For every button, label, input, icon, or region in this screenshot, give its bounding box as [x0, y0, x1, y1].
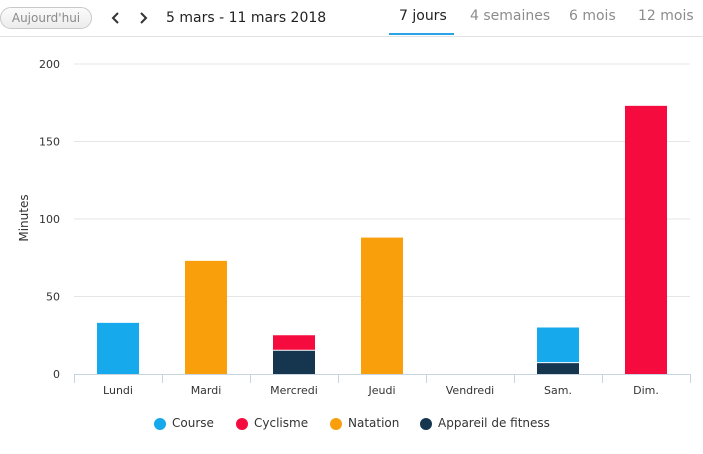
x-tick-label: Mercredi — [270, 384, 318, 397]
bar-appareil-de-fitness-mercredi[interactable] — [273, 350, 315, 374]
chart-legend: Course Cyclisme Natation Appareil de fitnes… — [0, 414, 703, 434]
legend-label: Natation — [348, 416, 400, 430]
period-toolbar: Aujourd'hui 5 mars - 11 mars 2018 7 jour… — [0, 0, 703, 37]
y-tick-label: 0 — [53, 368, 60, 381]
legend-label: Appareil de fitness — [438, 416, 550, 430]
x-tick-label: Dim. — [633, 384, 659, 397]
legend-label: Course — [172, 416, 214, 430]
chart-bars — [97, 105, 667, 374]
bar-cyclisme-mercredi[interactable] — [273, 335, 315, 350]
activity-minutes-chart: 0 50 100 150 200 Minutes Lundi Mardi Mercredi J… — [17, 58, 691, 397]
x-tick-label: Jeudi — [367, 384, 395, 397]
tab-4-weeks[interactable]: 4 semaines — [470, 8, 551, 24]
bar-natation-mardi[interactable] — [185, 260, 227, 374]
bar-appareil-de-fitness-sam[interactable] — [537, 363, 579, 374]
bar-natation-jeudi[interactable] — [361, 237, 403, 374]
tab-7-days[interactable]: 7 jours — [399, 8, 447, 24]
active-tab-indicator — [389, 33, 454, 35]
y-tick-label: 50 — [46, 291, 60, 304]
x-tick-label: Vendredi — [446, 384, 494, 397]
legend-swatch — [420, 418, 432, 430]
chevron-right-icon — [140, 12, 148, 24]
x-tick-label: Mardi — [191, 384, 222, 397]
y-tick-label: 200 — [39, 58, 60, 71]
legend-swatch — [154, 418, 166, 430]
chevron-left-icon — [111, 12, 119, 24]
y-axis-ticks: 0 50 100 150 200 — [39, 58, 60, 381]
y-tick-label: 100 — [39, 213, 60, 226]
y-tick-label: 150 — [39, 136, 60, 149]
bar-cyclisme-dim[interactable] — [625, 105, 667, 374]
x-axis: Lundi Mardi Mercredi Jeudi Vendredi Sam. Dim. — [74, 374, 691, 397]
x-tick-label: Sam. — [544, 384, 572, 397]
previous-period-button[interactable] — [108, 8, 124, 28]
legend-label: Cyclisme — [254, 416, 309, 430]
today-button[interactable]: Aujourd'hui — [0, 7, 92, 29]
legend-swatch — [236, 418, 248, 430]
bar-course-sam[interactable] — [537, 327, 579, 363]
x-tick-label: Lundi — [103, 384, 133, 397]
next-period-button[interactable] — [135, 8, 151, 28]
y-axis-title: Minutes — [17, 194, 31, 241]
tab-6-months[interactable]: 6 mois — [569, 8, 616, 24]
tab-12-months[interactable]: 12 mois — [638, 8, 694, 24]
date-range-label: 5 mars - 11 mars 2018 — [166, 10, 327, 26]
legend-swatch — [330, 418, 342, 430]
bar-course-lundi[interactable] — [97, 322, 139, 374]
